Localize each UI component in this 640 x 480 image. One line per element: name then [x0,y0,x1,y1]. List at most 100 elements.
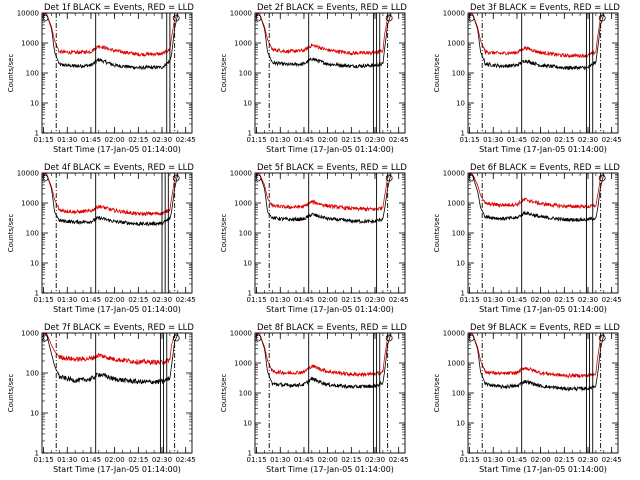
x-tick-label: 01:30 [57,136,77,144]
end-circle-marker [598,14,606,22]
x-tick-label: 02:00 [531,456,551,464]
y-axis-label: Counts/sec [7,214,15,253]
panel-3: Det 3f BLACK = Events, RED = LLD Counts/s… [433,3,622,154]
x-tick-label: 01:45 [294,296,314,304]
plot-frame [467,12,619,134]
panel-title: Det 5f BLACK = Events, RED = LLD [257,163,407,173]
x-tick-label: 02:30 [578,456,598,464]
plot-frame [254,332,406,454]
x-tick-label: 02:45 [602,456,622,464]
plot-frame [467,172,619,294]
x-tick-label: 02:30 [152,296,172,304]
y-tick-label: 1 [461,290,465,298]
y-tick-label: 10 [456,100,465,108]
x-tick-label: 02:45 [389,296,409,304]
y-tick-label: 1 [461,130,465,138]
panel-2: Det 2f BLACK = Events, RED = LLD Counts/s… [220,3,409,154]
panel-7: Det 7f BLACK = Events, RED = LLD Counts/s… [7,323,196,474]
x-axis-label: Start Time (17-Jan-05 01:14:00) [266,465,394,474]
x-tick-label: 01:30 [57,456,77,464]
y-tick-label: 1000 [447,40,465,48]
plot-frame [254,12,406,134]
x-tick-label: 02:15 [554,136,574,144]
end-circle-marker [598,174,606,182]
events-series-line [468,13,605,71]
x-tick-label: 01:30 [270,456,290,464]
x-tick-label: 01:15 [459,136,479,144]
x-tick-label: 02:45 [389,456,409,464]
lld-series-line [468,333,605,379]
y-tick-label: 10 [243,100,252,108]
x-tick-label: 01:15 [33,456,53,464]
y-tick-label: 100 [26,230,39,238]
plot-area [468,13,605,71]
lld-series-line [255,13,392,56]
x-tick-label: 01:30 [483,456,503,464]
x-tick-label: 02:00 [531,296,551,304]
y-tick-label: 100 [239,230,252,238]
plot-area [255,333,392,390]
x-tick-label: 02:30 [578,136,598,144]
plot-area [468,173,605,223]
y-tick-label: 100 [26,370,39,378]
x-tick-label: 01:45 [507,136,527,144]
y-tick-label: 10 [30,260,39,268]
lld-series-line [42,13,179,58]
x-tick-label: 01:45 [294,456,314,464]
end-circle-marker [172,334,180,342]
x-tick-label: 01:30 [483,296,503,304]
y-tick-label: 1000 [21,330,39,338]
y-tick-label: 10000 [443,170,465,178]
end-circle-marker [385,174,393,182]
x-tick-label: 02:00 [318,136,338,144]
y-tick-label: 10 [243,420,252,428]
y-tick-label: 1000 [21,200,39,208]
y-tick-label: 1000 [234,200,252,208]
end-circle-marker [172,174,180,182]
y-tick-label: 100 [452,390,465,398]
y-tick-label: 10000 [443,330,465,338]
y-tick-label: 1 [248,290,252,298]
y-tick-label: 10000 [230,10,252,18]
y-tick-label: 10000 [443,10,465,18]
x-axis-label: Start Time (17-Jan-05 01:14:00) [53,145,181,154]
x-axis-label: Start Time (17-Jan-05 01:14:00) [479,145,607,154]
y-tick-label: 1000 [447,200,465,208]
y-tick-label: 1 [248,130,252,138]
y-tick-label: 1 [248,450,252,458]
x-tick-label: 02:30 [152,136,172,144]
x-tick-label: 02:15 [128,296,148,304]
x-tick-label: 02:45 [602,136,622,144]
x-axis-label: Start Time (17-Jan-05 01:14:00) [53,465,181,474]
events-series-line [42,173,179,227]
events-series-line [255,173,392,225]
panel-title: Det 7f BLACK = Events, RED = LLD [44,323,194,333]
plot-area [42,173,179,227]
events-series-line [468,173,605,223]
y-tick-label: 10 [243,260,252,268]
x-tick-label: 02:45 [176,456,196,464]
x-tick-label: 02:45 [176,296,196,304]
panel-8: Det 8f BLACK = Events, RED = LLD Counts/s… [220,323,409,474]
x-tick-label: 02:00 [105,456,125,464]
y-axis-label: Counts/sec [7,54,15,93]
events-series-line [42,333,179,385]
x-tick-label: 01:15 [459,456,479,464]
y-tick-label: 1 [35,290,39,298]
x-tick-label: 02:15 [128,456,148,464]
y-tick-label: 1 [461,450,465,458]
y-axis-label: Counts/sec [433,214,441,253]
y-axis-label: Counts/sec [433,54,441,93]
panel-5: Det 5f BLACK = Events, RED = LLD Counts/s… [220,163,409,314]
plot-area [255,173,392,225]
y-tick-label: 1 [35,450,39,458]
x-tick-label: 01:15 [33,296,53,304]
x-axis-label: Start Time (17-Jan-05 01:14:00) [53,305,181,314]
y-tick-label: 100 [239,390,252,398]
x-tick-label: 02:15 [554,296,574,304]
plot-area [42,333,179,385]
panel-1: Det 1f BLACK = Events, RED = LLD Counts/s… [7,3,196,154]
x-tick-label: 02:30 [578,296,598,304]
x-tick-label: 01:45 [294,136,314,144]
